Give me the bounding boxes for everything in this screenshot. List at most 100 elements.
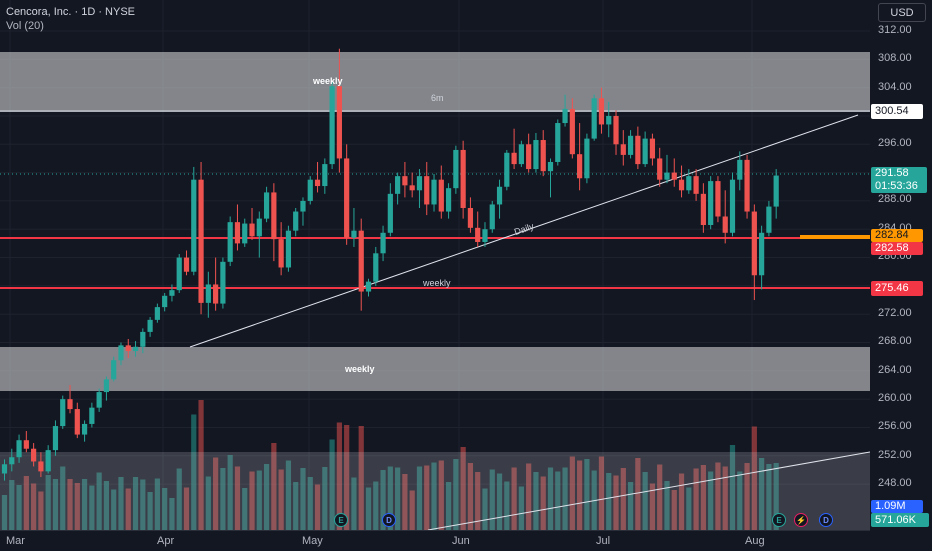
- candle-body: [140, 331, 146, 347]
- candle-body: [263, 192, 270, 219]
- candle-body: [344, 158, 350, 238]
- volume-bar: [657, 464, 663, 530]
- volume-bar: [1, 495, 8, 530]
- month-label: Apr: [157, 535, 175, 547]
- price-tick: 312.00: [878, 24, 912, 36]
- dividend-icon[interactable]: D: [819, 513, 833, 527]
- candle-body: [9, 457, 15, 465]
- candle-body: [686, 176, 692, 191]
- volume-bar: [205, 476, 211, 530]
- volume-bar: [751, 426, 757, 530]
- candle-body: [387, 193, 393, 233]
- volume-value-tag: 1.09M: [871, 500, 923, 513]
- candle-body: [300, 200, 306, 212]
- candle-body: [307, 179, 313, 201]
- earnings-icon[interactable]: E: [772, 513, 786, 527]
- volume-bar: [540, 476, 546, 530]
- candle-body: [540, 140, 546, 172]
- currency-button[interactable]: USD: [878, 3, 926, 22]
- candle-body: [671, 172, 677, 180]
- volume-bar: [118, 477, 124, 530]
- volume-bar: [31, 483, 37, 530]
- volume-bar: [322, 467, 328, 530]
- earnings-icon[interactable]: E: [334, 513, 348, 527]
- volume-bar: [125, 488, 131, 530]
- daily-trendline[interactable]: [189, 114, 859, 348]
- volume-bar: [496, 473, 503, 530]
- volume-bar: [518, 486, 524, 530]
- candle-body: [380, 232, 386, 254]
- volume-indicator-label[interactable]: Vol (20): [6, 20, 44, 32]
- split-icon[interactable]: ⚡: [794, 513, 808, 527]
- chart-area[interactable]: [0, 0, 870, 530]
- volume-bar: [154, 478, 160, 530]
- candle-body: [445, 188, 452, 212]
- candle-body: [154, 307, 160, 320]
- volume-bar: [584, 459, 590, 530]
- volume-bar: [395, 467, 401, 530]
- candle-body: [555, 123, 561, 162]
- volume-bar: [511, 467, 517, 530]
- price-tick: 252.00: [878, 449, 912, 461]
- weekly-support-zone[interactable]: [0, 347, 870, 391]
- volume-bar: [686, 487, 692, 530]
- volume-bar: [387, 466, 393, 530]
- volume-bar: [380, 470, 386, 530]
- candle-body: [74, 409, 80, 435]
- volume-bar: [577, 460, 583, 530]
- month-label: Aug: [745, 535, 765, 547]
- volume-bar: [649, 483, 656, 530]
- candle-body: [293, 211, 299, 231]
- candle-body: [642, 138, 648, 165]
- volume-bar: [89, 485, 95, 530]
- weekly-line-label: weekly: [423, 278, 451, 288]
- volume-bar: [613, 475, 619, 530]
- candle-body: [16, 440, 22, 458]
- volume-bar: [314, 484, 321, 530]
- volume-bar: [38, 491, 44, 530]
- volume-bar: [16, 485, 22, 530]
- volume-bar: [489, 469, 495, 530]
- volume-bar: [220, 468, 226, 530]
- candle-body: [213, 284, 219, 304]
- volume-bar: [606, 473, 612, 530]
- candle-body: [249, 223, 255, 237]
- volume-bar: [729, 445, 736, 530]
- month-label: Jun: [452, 535, 470, 547]
- weekly-resistance-zone[interactable]: [0, 52, 870, 110]
- candle-body: [511, 152, 517, 165]
- time-axis[interactable]: [0, 530, 870, 551]
- volume-trendline[interactable]: [427, 451, 870, 530]
- volume-bar: [693, 468, 699, 530]
- candlestick-chart[interactable]: [0, 0, 870, 530]
- candle-body: [489, 204, 495, 230]
- month-label: Mar: [6, 535, 25, 547]
- volume-bar: [191, 414, 197, 530]
- candle-body: [242, 223, 248, 244]
- candle-body: [773, 175, 779, 207]
- volume-bar: [263, 464, 270, 530]
- volume-bar: [278, 469, 284, 530]
- candle-body: [336, 86, 342, 159]
- candle-body: [67, 399, 73, 410]
- weekly-bottom-label: weekly: [345, 364, 375, 374]
- candle-body: [198, 179, 204, 303]
- candle-body: [96, 392, 102, 408]
- candles: [1, 48, 779, 481]
- six-month-label: 6m: [431, 93, 444, 103]
- volume-bar: [96, 472, 102, 530]
- candle-body: [285, 230, 292, 268]
- volume-bar: [344, 425, 350, 530]
- volume-bar: [293, 482, 299, 530]
- candle-body: [103, 379, 110, 393]
- price-tick: 288.00: [878, 193, 912, 205]
- volume-bar: [664, 481, 670, 530]
- price-tick: 268.00: [878, 335, 912, 347]
- candle-body: [547, 161, 554, 172]
- candle-body: [60, 399, 66, 427]
- weekly-top-label: weekly: [313, 76, 343, 86]
- dividend-icon[interactable]: D: [382, 513, 396, 527]
- volume-bar: [533, 472, 539, 530]
- symbol-title[interactable]: Cencora, Inc. · 1D · NYSE: [6, 6, 135, 18]
- price-axis[interactable]: [870, 0, 932, 550]
